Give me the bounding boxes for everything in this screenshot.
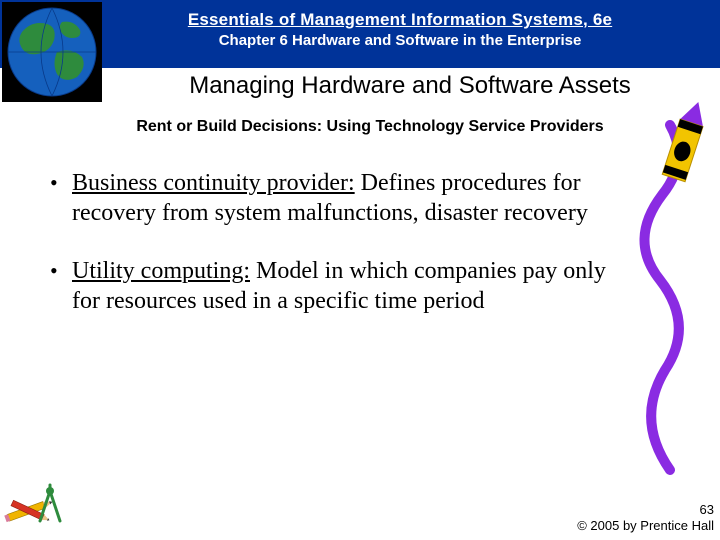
- page-number: 63: [577, 502, 714, 518]
- header-titles: Essentials of Management Information Sys…: [120, 10, 680, 49]
- chapter-title: Chapter 6 Hardware and Software in the E…: [120, 32, 680, 49]
- crayon-icon: [630, 100, 710, 480]
- bullet-term: Utility computing:: [72, 258, 250, 284]
- bullet-dot-icon: •: [50, 168, 72, 228]
- sub-title: Rent or Build Decisions: Using Technolog…: [90, 118, 650, 136]
- globe-icon: [2, 2, 102, 102]
- bullet-term: Business continuity provider:: [72, 170, 355, 196]
- bullet-text: Utility computing: Model in which compan…: [72, 256, 610, 316]
- slide: Essentials of Management Information Sys…: [0, 0, 720, 540]
- tools-icon: [2, 479, 72, 534]
- bullet-dot-icon: •: [50, 256, 72, 316]
- footer: 63 © 2005 by Prentice Hall: [577, 502, 714, 534]
- bullet-item: • Business continuity provider: Defines …: [50, 168, 610, 228]
- section-title: Managing Hardware and Software Assets: [130, 72, 690, 100]
- bullet-item: • Utility computing: Model in which comp…: [50, 256, 610, 316]
- bullet-text: Business continuity provider: Defines pr…: [72, 168, 610, 228]
- book-title: Essentials of Management Information Sys…: [120, 10, 680, 30]
- body-content: • Business continuity provider: Defines …: [50, 168, 610, 344]
- copyright-text: © 2005 by Prentice Hall: [577, 518, 714, 534]
